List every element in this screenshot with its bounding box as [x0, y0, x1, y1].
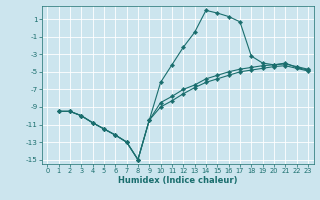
X-axis label: Humidex (Indice chaleur): Humidex (Indice chaleur): [118, 176, 237, 185]
